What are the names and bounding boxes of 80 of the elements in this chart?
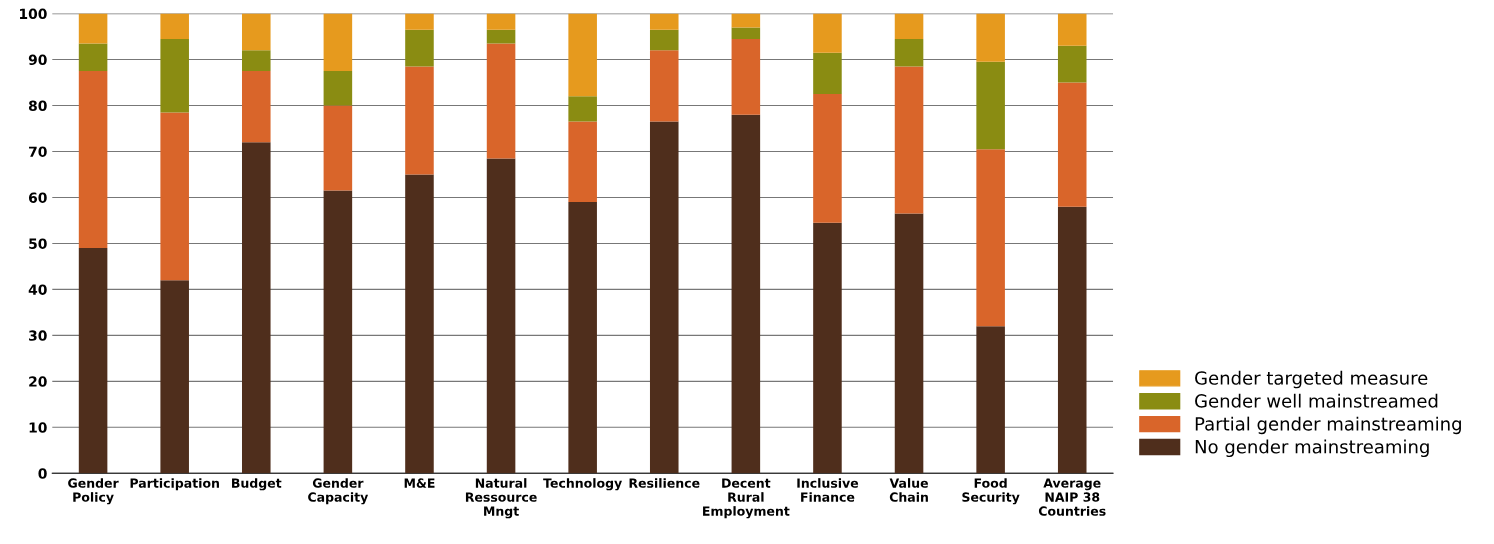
bar: [813, 13, 842, 53]
y-tick-label: 0: [38, 468, 47, 479]
bar: [813, 94, 842, 223]
y-tick-label: 10: [29, 422, 47, 433]
bar: [731, 13, 761, 28]
y-tick-label: 70: [29, 146, 47, 157]
bar: [568, 96, 597, 122]
bar: [813, 222, 842, 474]
y-tick-label: 100: [20, 8, 47, 20]
bar: [78, 71, 108, 249]
x-tick-label: Technology: [543, 478, 622, 491]
bar: [731, 38, 761, 115]
x-tick-label: Resilience: [629, 478, 700, 488]
y-tick-label: 30: [29, 330, 47, 341]
bar: [976, 61, 1005, 150]
x-tick-label: Decent Rural Employment: [703, 478, 790, 519]
x-tick-label: Value Chain: [889, 478, 928, 502]
legend-label: No gender mainstreaming: [1195, 439, 1429, 458]
bar: [486, 43, 516, 159]
bar: [405, 66, 434, 175]
bar: [976, 149, 1005, 327]
x-tick-label: Inclusive Finance: [797, 478, 859, 502]
x-tick-label: Average NAIP 38 Countries: [1038, 478, 1106, 516]
bar: [1057, 45, 1087, 83]
y-tick-label: 90: [28, 54, 47, 66]
y-tick-label: 50: [29, 238, 47, 249]
bar: [649, 29, 679, 51]
bar: [568, 202, 597, 474]
bar: [323, 190, 353, 474]
bar: [486, 158, 516, 474]
x-tick-label: Gender Capacity: [308, 478, 369, 505]
bar: [78, 43, 108, 72]
bar: [160, 112, 189, 281]
bar: [405, 174, 434, 474]
bar: [568, 13, 597, 97]
x-tick-label: Food Security: [962, 478, 1020, 505]
bar: [405, 13, 434, 30]
bar: [78, 248, 108, 474]
bar: [160, 13, 189, 39]
bar: [323, 13, 353, 72]
legend-label: Gender well mainstreamed: [1195, 393, 1438, 408]
bar: [242, 142, 271, 474]
bar: [486, 13, 516, 30]
bar: [731, 27, 761, 39]
y-tick-label: 80: [28, 100, 47, 112]
y-tick-label: 60: [28, 192, 47, 203]
bar: [323, 71, 353, 106]
bar: [242, 13, 271, 51]
bar: [78, 13, 108, 44]
bar: [813, 52, 842, 95]
x-tick-label: Budget: [232, 478, 282, 491]
x-tick-label: Gender Policy: [68, 478, 119, 505]
y-tick-label: 40: [28, 284, 47, 295]
x-tick-label: Natural Ressource Mngt: [465, 478, 537, 519]
bar: [242, 50, 271, 72]
legend-label: Gender targeted measure: [1195, 370, 1428, 389]
bar: [160, 280, 189, 474]
x-tick-label: Participation: [130, 478, 219, 491]
bar: [1057, 13, 1087, 46]
y-tick-label: 20: [29, 376, 47, 387]
bar: [486, 29, 516, 44]
bar: [568, 121, 597, 203]
bar: [405, 29, 434, 67]
bar: [649, 13, 679, 30]
bar: [1057, 206, 1087, 474]
x-tick-label: M&E: [404, 478, 435, 488]
bar: [976, 13, 1005, 62]
bar: [894, 13, 924, 39]
bar: [649, 121, 679, 474]
bar: [894, 213, 924, 474]
bar: [976, 326, 1005, 474]
bar: [323, 105, 353, 191]
bar: [894, 38, 924, 67]
bar: [649, 50, 679, 122]
bar: [731, 114, 761, 474]
bar: [894, 66, 924, 214]
bar: [1057, 82, 1087, 207]
bar: [242, 71, 271, 143]
legend-label: Partial gender mainstreaming: [1195, 416, 1461, 435]
bar: [160, 38, 189, 113]
